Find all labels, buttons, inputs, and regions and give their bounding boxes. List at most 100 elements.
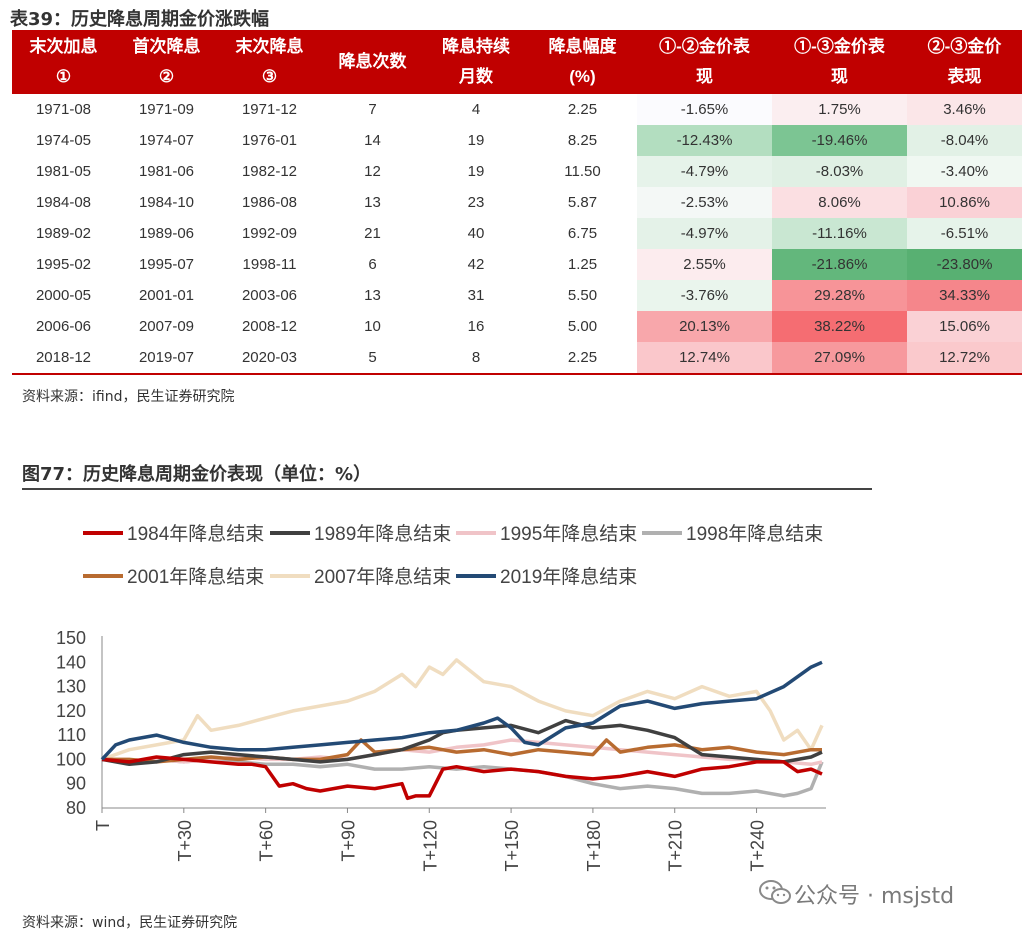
table-cell: 12.72% <box>907 342 1022 375</box>
table-cell: 2006-06 <box>35 318 92 335</box>
table-cell: 14 <box>364 132 381 149</box>
table-cell: 19 <box>467 163 485 180</box>
column-header-line: 现 <box>831 67 848 86</box>
y-tick-label: 100 <box>56 749 86 769</box>
table-cell: 15.06% <box>907 311 1022 342</box>
column-header-4: 降息次数 <box>321 30 424 94</box>
series-line-5 <box>101 658 824 762</box>
table-cell: -23.80% <box>907 249 1022 280</box>
table-cell: -8.03% <box>772 156 907 187</box>
table-cell: 11.50 <box>564 163 601 180</box>
table-cell: 2008-12 <box>241 318 298 335</box>
column-header-line: 首次降息 <box>132 37 201 56</box>
table-cell: 19 <box>467 132 485 149</box>
table-cell: 12.74% <box>637 342 772 375</box>
table-cell: 3.46% <box>907 94 1022 125</box>
y-tick-label: 130 <box>56 677 86 697</box>
table-cell: 1984-08 <box>35 194 92 211</box>
table-cell: -4.79% <box>637 156 772 187</box>
table-cell: 6 <box>368 256 377 273</box>
series-line-0 <box>101 755 823 801</box>
table-row: 2000-05 2001-01 2003-06 13 31 5.50 -3.76% 29.28… <box>12 280 1022 311</box>
y-tick-label: 80 <box>66 798 86 818</box>
table-cell: 8.06% <box>772 187 907 218</box>
table-cell: 31 <box>467 287 485 304</box>
table-cell: 1995-07 <box>138 256 195 273</box>
figure-title: 图77：历史降息周期金价表现（单位：%） <box>22 464 372 485</box>
table-cell: 13 <box>364 194 381 211</box>
table-cell: 38.22% <box>772 311 907 342</box>
table-cell: 1.25 <box>567 256 598 273</box>
table-cell: -6.51% <box>907 218 1022 249</box>
column-header-3: 末次降息 ③ <box>218 30 321 94</box>
column-header-line: ③ <box>261 67 278 86</box>
legend-label: 2001年降息结束 <box>127 566 264 588</box>
series-line-4 <box>102 738 822 764</box>
table-cell: -19.46% <box>772 125 907 156</box>
column-header-line: ①-②金价表 <box>659 37 750 56</box>
x-tick-label: T <box>93 820 113 831</box>
table-cell: 1971-09 <box>138 101 195 118</box>
table-cell: 10 <box>364 318 381 335</box>
y-tick-label: 150 <box>56 628 86 648</box>
legend-label: 2007年降息结束 <box>314 566 451 588</box>
table-row: 1989-02 1989-06 1992-09 21 40 6.75 -4.97% -11.1… <box>12 218 1022 249</box>
table-cell: 27.09% <box>772 342 907 375</box>
column-header-line: ① <box>55 67 72 86</box>
column-header-6: 降息幅度 (%) <box>528 30 637 94</box>
series-line-1 <box>101 718 823 767</box>
table-cell: 1992-09 <box>241 225 298 242</box>
table-cell: 4 <box>471 101 481 118</box>
column-header-8: ①-③金价表现 <box>772 30 907 94</box>
table-header-row: 末次加息 ① 首次降息 ② 末次降息 ③ 降息次数 降息持续 月数 降息幅度 (%) ①-②金价表现 ①… <box>12 30 1022 94</box>
table-cell: -11.16% <box>772 218 907 249</box>
table-cell: 21 <box>364 225 381 242</box>
y-tick-label: 110 <box>57 725 86 745</box>
legend-label: 1989年降息结束 <box>314 523 451 545</box>
x-tick-label: T+210 <box>666 820 686 872</box>
table-cell: 23 <box>467 194 485 211</box>
table-cell: 6.75 <box>567 225 598 242</box>
column-header-line: 降息次数 <box>338 52 407 71</box>
table-cell: 1974-05 <box>35 132 92 149</box>
rate-cut-table: 末次加息 ① 首次降息 ② 末次降息 ③ 降息次数 降息持续 月数 降息幅度 (%) ①-②金价表现 ①… <box>12 30 1022 375</box>
column-header-line: ② <box>158 67 175 86</box>
table-cell: 5.00 <box>567 318 598 335</box>
y-tick-label: 120 <box>56 701 86 721</box>
table-row: 1984-08 1984-10 1986-08 13 23 5.87 -2.53% 8.06%… <box>12 187 1022 218</box>
column-header-line: 现 <box>696 67 713 86</box>
table-row: 1974-05 1974-07 1976-01 14 19 8.25 -12.43% -19.… <box>12 125 1022 156</box>
column-header-line: 降息幅度 <box>548 37 617 56</box>
table-row: 2018-12 2019-07 2020-03 5 8 2.25 12.74% 27.09% 1… <box>12 342 1022 375</box>
table-cell: -21.86% <box>772 249 907 280</box>
table-cell: 2020-03 <box>218 342 321 375</box>
table-cell: -2.53% <box>637 187 772 218</box>
table-row: 1995-02 1995-07 1998-11 6 42 1.25 2.55% -21.86%… <box>12 249 1022 280</box>
figure-title-rule <box>22 488 872 490</box>
table-cell: 10.86% <box>907 187 1022 218</box>
column-header-line: 降息持续 <box>442 37 510 56</box>
series-line-3 <box>101 757 824 798</box>
watermark-text: 公众号 · msjstd <box>794 884 955 909</box>
wechat-icon <box>759 880 791 904</box>
table-cell: 8 <box>424 342 528 375</box>
x-tick-label: T+180 <box>584 820 604 872</box>
column-header-line: 月数 <box>459 67 493 86</box>
table-cell: 5.87 <box>567 194 598 211</box>
table-cell: 1971-12 <box>241 101 298 118</box>
table-cell: 2007-09 <box>138 318 195 335</box>
table-cell: 2.55% <box>637 249 772 280</box>
column-header-line: (%) <box>569 67 596 86</box>
column-header-1: 末次加息 ① <box>12 30 115 94</box>
table-row: 1981-05 1981-06 1982-12 12 19 11.50 -4.79% -8.0… <box>12 156 1022 187</box>
table-cell: -12.43% <box>637 125 772 156</box>
table-cell: 29.28% <box>772 280 907 311</box>
table-cell: 1981-05 <box>35 163 92 180</box>
table-cell: 2003-06 <box>241 287 298 304</box>
table-cell: 2018-12 <box>12 342 115 375</box>
table-cell: 1986-08 <box>241 194 298 211</box>
column-header-line: 末次降息 <box>235 37 304 56</box>
table-cell: 1971-08 <box>35 101 92 118</box>
column-header-2: 首次降息 ② <box>115 30 218 94</box>
table-cell: 1989-02 <box>35 225 92 242</box>
